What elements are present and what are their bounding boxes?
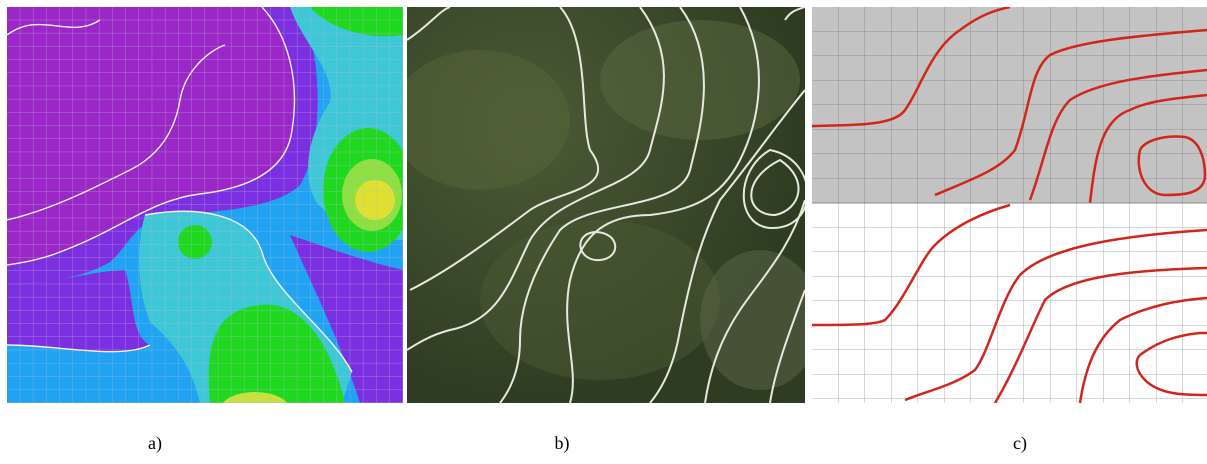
panel-a	[7, 7, 413, 428]
panel-b	[390, 7, 820, 403]
page: a) b) c) (() => { const data = JSON.pars…	[0, 0, 1207, 464]
panel-label: b)	[555, 433, 570, 454]
panel-label: a)	[148, 433, 162, 454]
figure: a) b) c)	[0, 0, 1207, 464]
panel-c	[812, 7, 1207, 403]
panel-label: c)	[1013, 433, 1027, 454]
